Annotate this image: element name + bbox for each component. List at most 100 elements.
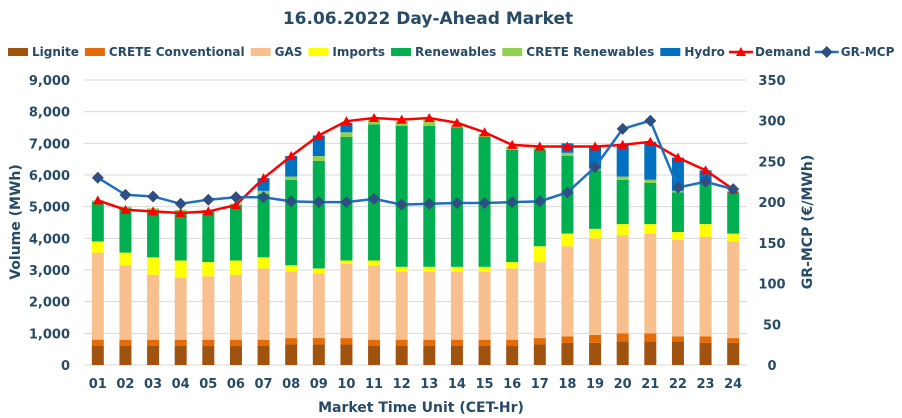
bar-imports: [533, 246, 546, 263]
bar-crete-conventional: [644, 333, 657, 342]
legend-label-hydro: Hydro: [684, 45, 725, 59]
bar-imports: [644, 224, 657, 234]
marker-gr-mcp: [561, 186, 574, 199]
bar-imports: [368, 260, 381, 266]
marker-gr-mcp: [395, 198, 408, 211]
y2-tick-label: 0: [767, 359, 776, 374]
y-tick-label: 1,000: [29, 327, 70, 342]
bar-hydro: [616, 144, 629, 177]
legend-label-gas: GAS: [275, 45, 303, 59]
bar-gas: [340, 263, 353, 339]
bar-lignite: [616, 341, 629, 365]
bar-renewables: [644, 182, 657, 225]
marker-demand: [534, 141, 545, 151]
bar-lignite: [340, 344, 353, 365]
bar-lignite: [395, 346, 408, 365]
y-tick-label: 2,000: [29, 296, 70, 311]
legend-label-crete-renewables: CRETE Renewables: [526, 45, 654, 59]
bar-imports: [450, 266, 463, 272]
legend-label-renewables: Renewables: [415, 45, 496, 59]
bar-lignite: [506, 346, 519, 365]
x-tick-label: 07: [255, 377, 273, 392]
bar-lignite: [174, 346, 187, 365]
bar-lignite: [589, 342, 602, 365]
x-tick-label: 23: [697, 377, 715, 392]
x-tick-label: 14: [448, 377, 466, 392]
bar-crete-renewables: [616, 176, 629, 180]
bar-gas: [671, 239, 684, 337]
bar-renewables: [589, 170, 602, 229]
bar-crete-conventional: [395, 339, 408, 346]
bar-lignite: [285, 344, 298, 365]
bar-imports: [727, 233, 740, 242]
bar-gas: [478, 271, 491, 340]
bar-gas: [450, 271, 463, 340]
bar-gas: [395, 271, 408, 340]
x-tick-label: 22: [669, 377, 687, 392]
x-tick-label: 10: [337, 377, 355, 392]
bar-crete-conventional: [699, 336, 712, 343]
marker-gr-mcp: [368, 192, 381, 205]
marker-gr-mcp: [533, 195, 546, 208]
bar-renewables: [229, 205, 242, 261]
x-axis-label: Market Time Unit (CET-Hr): [318, 400, 524, 416]
bar-lignite: [478, 346, 491, 365]
marker-gr-mcp: [202, 193, 215, 206]
x-tick-label: 11: [365, 377, 383, 392]
legend-label-gr-mcp: GR-MCP: [841, 45, 895, 59]
bar-crete-renewables: [423, 119, 436, 126]
bar-imports: [91, 241, 104, 253]
marker-demand: [148, 206, 159, 216]
marker-gr-mcp: [229, 191, 242, 204]
bar-crete-conventional: [368, 339, 381, 346]
bar-lignite: [699, 342, 712, 365]
bar-gas: [257, 268, 270, 340]
legend-marker-gr-mcp: [820, 46, 833, 58]
bar-crete-conventional: [589, 334, 602, 343]
bar-gas: [533, 262, 546, 339]
bar-lignite: [202, 346, 215, 365]
x-tick-label: 04: [172, 377, 190, 392]
marker-gr-mcp: [506, 196, 519, 209]
marker-demand: [313, 130, 324, 140]
y2-tick-label: 200: [758, 196, 785, 211]
bar-crete-conventional: [257, 339, 270, 346]
bar-crete-conventional: [119, 339, 132, 346]
marker-demand: [286, 151, 297, 160]
bar-renewables: [257, 194, 270, 258]
legend-swatch-renewables: [391, 48, 412, 56]
marker-gr-mcp: [727, 183, 740, 196]
x-tick-label: 24: [724, 377, 742, 392]
bar-lignite: [119, 346, 132, 365]
marker-gr-mcp: [450, 196, 463, 209]
legend-swatch-crete-conventional: [84, 48, 105, 56]
bar-gas: [368, 265, 381, 340]
bar-gas: [312, 273, 325, 339]
marker-gr-mcp: [285, 195, 298, 208]
bar-hydro: [644, 141, 657, 180]
x-tick-label: 18: [558, 377, 576, 392]
bar-gas: [174, 277, 187, 340]
bar-imports: [229, 260, 242, 275]
marker-gr-mcp: [478, 196, 491, 209]
bar-crete-conventional: [506, 339, 519, 346]
y-tick-label: 5,000: [29, 201, 70, 216]
bar-gas: [589, 238, 602, 335]
bar-gas: [147, 274, 160, 340]
bar-gas: [119, 265, 132, 340]
line-demand: [97, 116, 734, 215]
marker-demand: [92, 195, 103, 205]
bar-gas: [727, 241, 740, 339]
y2-tick-label: 150: [758, 237, 785, 252]
legend-swatch-crete-renewables: [502, 48, 523, 56]
marker-demand: [645, 136, 656, 146]
bar-imports: [285, 265, 298, 272]
y-tick-label: 6,000: [29, 169, 70, 184]
marker-demand: [258, 173, 269, 183]
marker-demand: [700, 165, 711, 175]
legend-swatch-gas: [250, 48, 271, 56]
x-tick-label: 05: [199, 377, 217, 392]
bar-renewables: [671, 192, 684, 232]
bar-imports: [174, 260, 187, 278]
